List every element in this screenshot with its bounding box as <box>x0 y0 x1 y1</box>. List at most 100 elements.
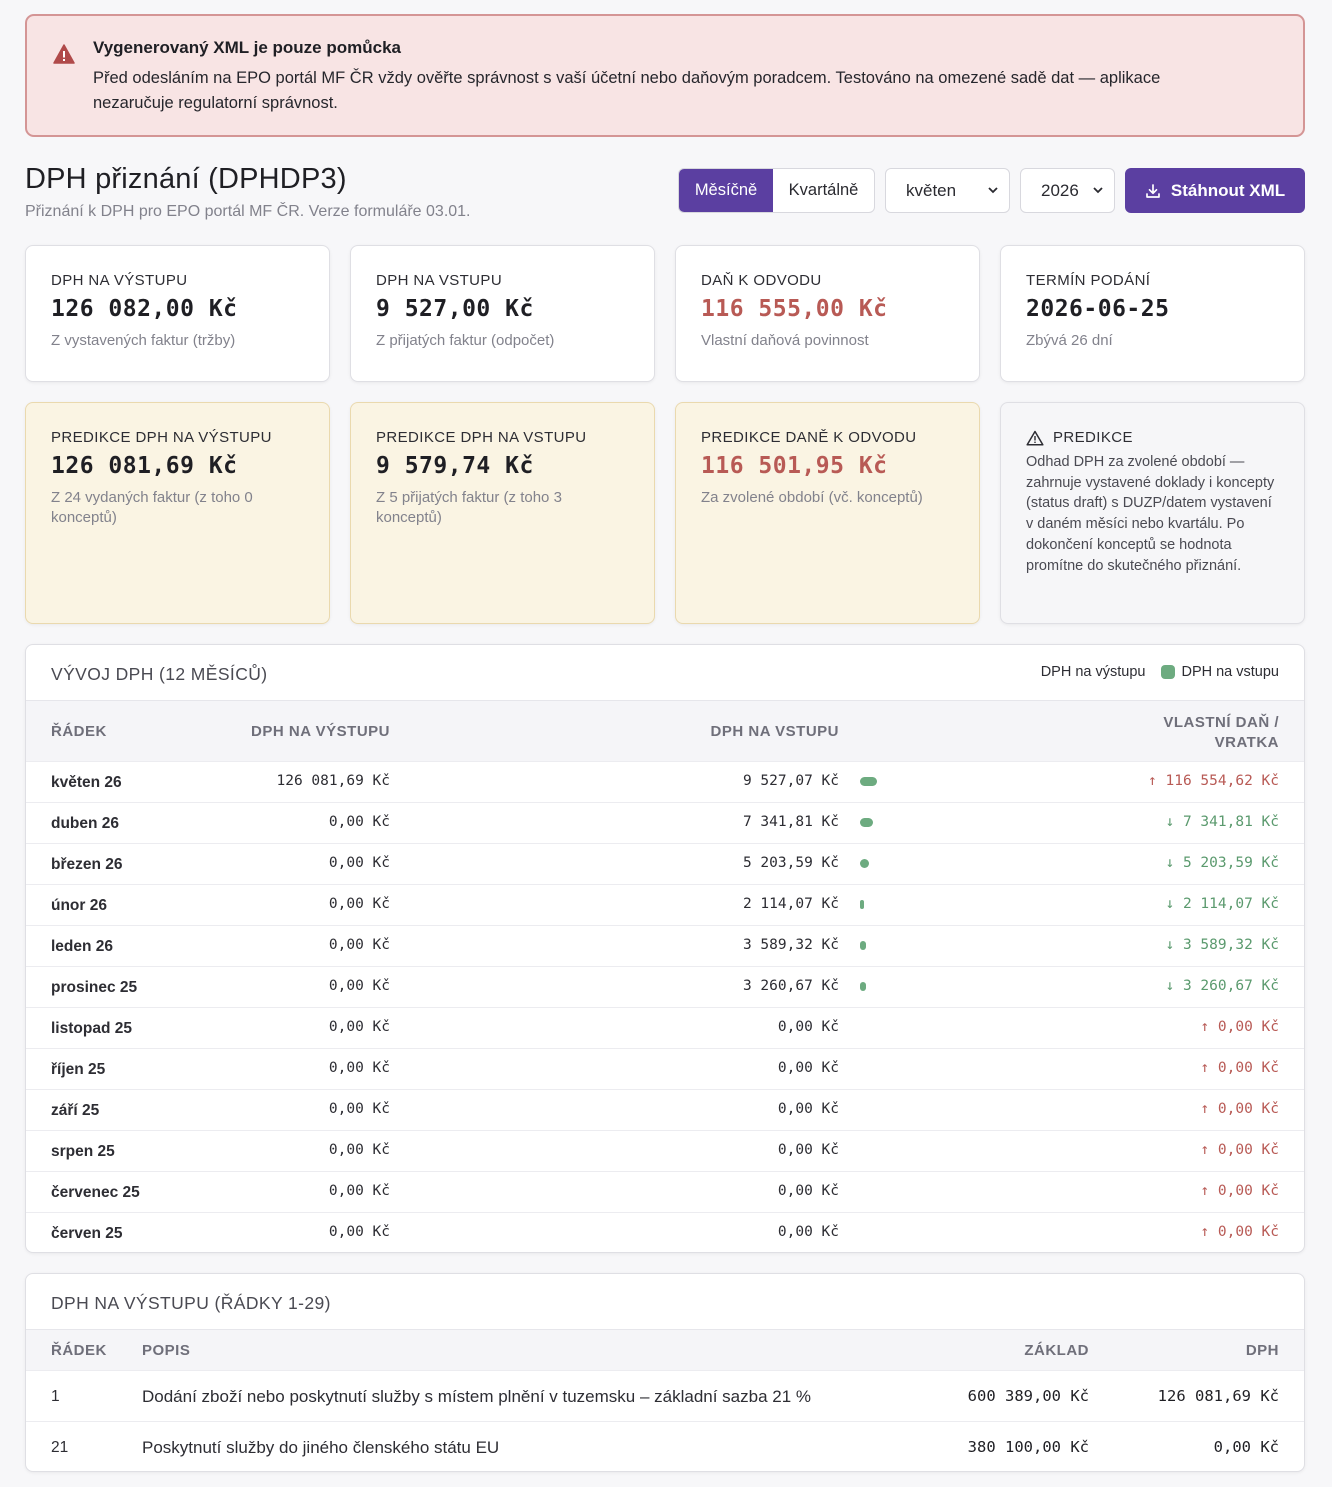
vat-trend-title: VÝVOJ DPH (12 MĚSÍCŮ) <box>51 664 268 684</box>
table-row: listopad 25 0,00 Kč 0,00 Kč ↑ 0,00 Kč <box>26 1008 1304 1049</box>
row-input: 0,00 Kč <box>777 1142 839 1158</box>
table-row: prosinec 25 0,00 Kč 3 260,67 Kč ↓ 3 260,67 … <box>26 967 1304 1008</box>
download-xml-button[interactable]: Stáhnout XML <box>1125 168 1305 213</box>
prediction-note: PREDIKCE Odhad DPH za zvolené období — z… <box>1000 402 1305 624</box>
card-sub: Za zvolené období (vč. konceptů) <box>701 489 923 506</box>
row-month: říjen 25 <box>51 1061 106 1078</box>
row-output: 0,00 Kč <box>328 937 390 953</box>
download-icon <box>1146 183 1160 198</box>
period-monthly-button[interactable]: Měsíčně <box>679 169 773 212</box>
input-bar <box>860 900 864 909</box>
row-month: leden 26 <box>51 938 114 955</box>
card-sub: Z 24 vydaných faktur (z toho 0 konceptů) <box>51 489 253 526</box>
card-sub: Z 5 přijatých faktur (z toho 3 konceptů) <box>376 489 562 526</box>
row-month: únor 26 <box>51 897 107 914</box>
card-label: PREDIKCE DPH NA VÝSTUPU <box>51 429 272 446</box>
legend-output: DPH na výstupu <box>1040 664 1146 680</box>
row-input: 2 114,07 Kč <box>742 896 839 912</box>
prediction-note-header: PREDIKCE <box>1026 429 1279 446</box>
row-month: duben 26 <box>51 815 120 832</box>
table-row: leden 26 0,00 Kč 3 589,32 Kč ↓ 3 589,32 Kč <box>26 926 1304 967</box>
card-sub: Zbývá 26 dní <box>1026 332 1113 349</box>
row-input: 0,00 Kč <box>777 1101 839 1117</box>
period-quarterly-button[interactable]: Kvartálně <box>788 181 859 199</box>
table-row: říjen 25 0,00 Kč 0,00 Kč ↑ 0,00 Kč <box>26 1049 1304 1090</box>
row-net: ↑ 0,00 Kč <box>1200 1142 1279 1158</box>
summary-cards: DPH NA VÝSTUPU 126 082,00 Kč Z vystavený… <box>25 245 1305 382</box>
card-vat-output: DPH NA VÝSTUPU 126 082,00 Kč Z vystavený… <box>25 245 330 382</box>
input-bar <box>860 777 877 786</box>
vat-trend-header: VÝVOJ DPH (12 MĚSÍCŮ) DPH na výstupu DPH… <box>26 645 1304 701</box>
row-output: 0,00 Kč <box>328 1019 390 1035</box>
row-net: ↑ 0,00 Kč <box>1200 1019 1279 1035</box>
card-value: 9 527,00 Kč <box>376 296 534 322</box>
alert-body: Před odesláním na EPO portál MF ČR vždy … <box>93 69 1161 112</box>
row-net: ↑ 0,00 Kč <box>1200 1060 1279 1076</box>
card-value: 126 082,00 Kč <box>51 296 238 322</box>
row-net: ↑ 0,00 Kč <box>1200 1101 1279 1117</box>
row-output: 0,00 Kč <box>328 1101 390 1117</box>
vat-trend-rows: květen 26 126 081,69 Kč 9 527,07 Kč ↑ 116 5… <box>26 762 1304 1252</box>
row-input: 9 527,07 Kč <box>742 773 839 789</box>
disclaimer-alert: Vygenerovaný XML je pouze pomůcka Před o… <box>25 14 1305 137</box>
row-vat: 0,00 Kč <box>1213 1438 1279 1456</box>
input-bar <box>860 941 866 950</box>
card-value: 116 555,00 Kč <box>701 296 888 322</box>
card-label: PREDIKCE DPH NA VSTUPU <box>376 429 587 446</box>
warning-icon <box>1026 430 1044 446</box>
year-select[interactable]: 2026 <box>1020 168 1115 213</box>
row-output: 0,00 Kč <box>328 1060 390 1076</box>
row-output: 0,00 Kč <box>328 896 390 912</box>
row-base: 380 100,00 Kč <box>967 1438 1089 1456</box>
col-output: DPH NA VÝSTUPU <box>251 723 390 740</box>
row-input: 7 341,81 Kč <box>742 814 839 830</box>
row-net: ↑ 0,00 Kč <box>1200 1224 1279 1240</box>
download-label: Stáhnout XML <box>1170 180 1286 200</box>
table-row: červen 25 0,00 Kč 0,00 Kč ↑ 0,00 Kč <box>26 1213 1304 1252</box>
card-tax-due: DAŇ K ODVODU 116 555,00 Kč Vlastní daňov… <box>675 245 980 382</box>
card-sub: Z vystavených faktur (tržby) <box>51 332 236 349</box>
card-value: 2026-06-25 <box>1026 296 1170 322</box>
row-output: 0,00 Kč <box>328 978 390 994</box>
output-table-header: ŘÁDEK POPIS ZÁKLAD DPH <box>26 1330 1304 1371</box>
legend-input: DPH na vstupu <box>1181 664 1279 680</box>
row-month: březen 26 <box>51 856 123 873</box>
vat-trend-panel: VÝVOJ DPH (12 MĚSÍCŮ) DPH na výstupu DPH… <box>25 644 1305 1253</box>
vat-trend-table-header: ŘÁDEK DPH NA VÝSTUPU DPH NA VSTUPU VLAST… <box>26 701 1304 762</box>
row-month: září 25 <box>51 1102 100 1119</box>
page-title: DPH přiznání (DPHDP3) <box>25 163 347 195</box>
output-vat-title: DPH NA VÝSTUPU (ŘÁDKY 1-29) <box>51 1293 331 1313</box>
row-input: 0,00 Kč <box>777 1019 839 1035</box>
row-month: srpen 25 <box>51 1143 115 1160</box>
row-month: červen 25 <box>51 1225 123 1242</box>
table-row: září 25 0,00 Kč 0,00 Kč ↑ 0,00 Kč <box>26 1090 1304 1131</box>
row-line: 1 <box>51 1388 60 1405</box>
row-month: prosinec 25 <box>51 979 138 996</box>
row-input: 0,00 Kč <box>777 1224 839 1240</box>
card-pred-tax-due: PREDIKCE DANĚ K ODVODU 116 501,95 Kč Za … <box>675 402 980 624</box>
row-month: listopad 25 <box>51 1020 132 1037</box>
row-net: ↓ 5 203,59 Kč <box>1165 855 1280 871</box>
row-input: 5 203,59 Kč <box>742 855 839 871</box>
row-net: ↑ 0,00 Kč <box>1200 1183 1279 1199</box>
card-value: 116 501,95 Kč <box>701 453 888 479</box>
chevron-down-icon <box>1093 187 1103 194</box>
row-net: ↓ 3 589,32 Kč <box>1165 937 1280 953</box>
col-row: ŘÁDEK <box>51 723 107 740</box>
row-net: ↓ 7 341,81 Kč <box>1165 814 1280 830</box>
row-output: 0,00 Kč <box>328 814 390 830</box>
table-row: srpen 25 0,00 Kč 0,00 Kč ↑ 0,00 Kč <box>26 1131 1304 1172</box>
card-label: TERMÍN PODÁNÍ <box>1026 272 1151 289</box>
card-label: DPH NA VÝSTUPU <box>51 272 188 289</box>
row-month: červenec 25 <box>51 1184 140 1201</box>
period-toggle: Měsíčně Kvartálně <box>678 168 875 213</box>
card-deadline: TERMÍN PODÁNÍ 2026-06-25 Zbývá 26 dní <box>1000 245 1305 382</box>
month-select[interactable]: květen <box>885 168 1010 213</box>
row-input: 3 260,67 Kč <box>742 978 839 994</box>
col-desc: POPIS <box>142 1342 191 1359</box>
card-sub: Vlastní daňová povinnost <box>701 332 869 349</box>
card-value: 126 081,69 Kč <box>51 453 238 479</box>
row-output: 0,00 Kč <box>328 855 390 871</box>
legend-input-swatch <box>1161 665 1176 679</box>
prediction-cards: PREDIKCE DPH NA VÝSTUPU 126 081,69 Kč Z … <box>25 402 1305 624</box>
